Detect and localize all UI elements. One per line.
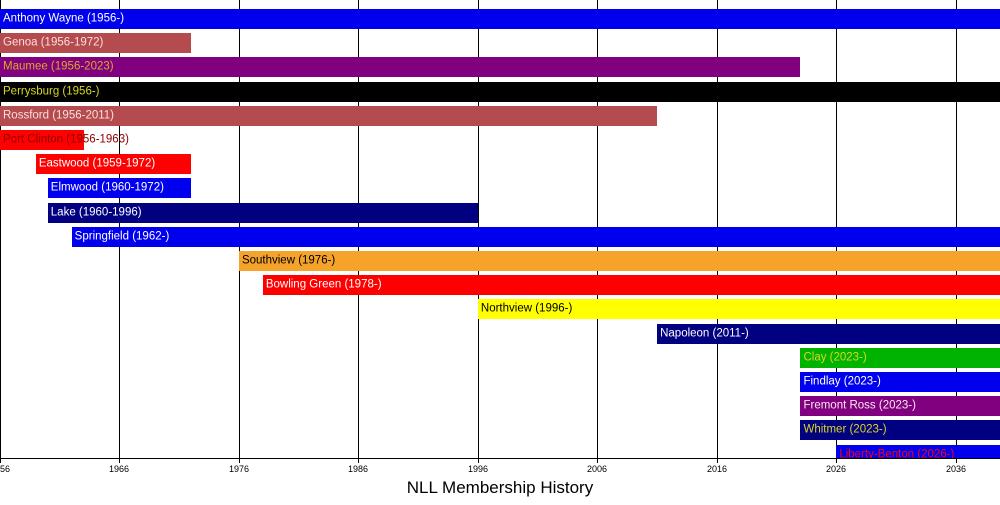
- timeline-bar[interactable]: [71, 226, 1000, 247]
- tick-label-2016: 2016: [706, 464, 728, 474]
- timeline-bar[interactable]: [0, 130, 84, 150]
- tick-label-1956: 56: [0, 464, 11, 474]
- tick-mark-1976: [239, 458, 240, 463]
- tick-label-1966: 1966: [108, 464, 130, 474]
- tick-mark-1986: [358, 458, 359, 463]
- timeline-bar[interactable]: [800, 420, 1000, 441]
- tick-mark-1956: [0, 458, 1, 463]
- timeline-bar[interactable]: [0, 105, 658, 126]
- x-axis-line: [0, 458, 1000, 459]
- timeline-bar[interactable]: [836, 444, 1000, 458]
- tick-mark-2016: [717, 458, 718, 463]
- timeline-bar[interactable]: [262, 275, 1000, 296]
- tick-label-1976: 1976: [228, 464, 250, 474]
- tick-mark-2026: [836, 458, 837, 463]
- timeline-bar[interactable]: [0, 33, 192, 54]
- tick-label-1986: 1986: [347, 464, 369, 474]
- timeline-bar[interactable]: [0, 9, 1000, 29]
- timeline-bar[interactable]: [35, 154, 192, 175]
- tick-label-2036: 2036: [945, 464, 967, 474]
- tick-label-2026: 2026: [825, 464, 847, 474]
- plot-area: Anthony Wayne (1956-) Genoa (1956-1972) Ma…: [0, 0, 1000, 458]
- tick-mark-2036: [956, 458, 957, 463]
- tick-label-1996: 1996: [467, 464, 489, 474]
- chart-title: NLL Membership History: [406, 478, 594, 497]
- timeline-bar[interactable]: [477, 299, 1000, 320]
- timeline-bar[interactable]: [47, 178, 192, 199]
- tick-mark-1966: [119, 458, 120, 463]
- timeline-bar[interactable]: [800, 372, 1000, 392]
- tick-mark-1996: [478, 458, 479, 463]
- tick-label-2006: 2006: [586, 464, 608, 474]
- timeline-bar[interactable]: [47, 202, 478, 223]
- timeline-bar[interactable]: [800, 396, 1000, 417]
- timeline-bar[interactable]: [238, 251, 1000, 271]
- timeline-bar[interactable]: [800, 347, 1000, 368]
- timeline-bar[interactable]: [0, 57, 801, 78]
- tick-mark-2006: [597, 458, 598, 463]
- timeline-bar[interactable]: [0, 81, 1000, 102]
- timeline-bar[interactable]: [657, 323, 1000, 344]
